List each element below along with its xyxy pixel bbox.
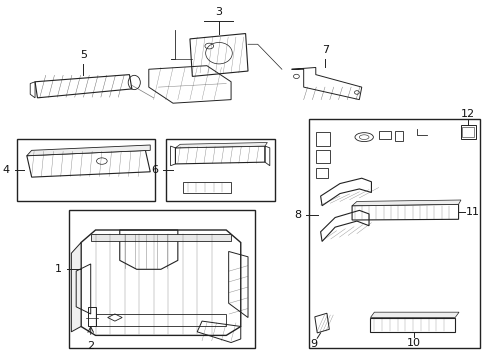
- Text: 8: 8: [294, 210, 301, 220]
- Text: 10: 10: [406, 338, 420, 348]
- Text: 1: 1: [55, 264, 61, 274]
- Bar: [17, 139, 155, 202]
- Text: 2: 2: [87, 342, 94, 351]
- Bar: [315, 168, 327, 178]
- Bar: [165, 139, 274, 202]
- Polygon shape: [370, 312, 458, 318]
- Text: 11: 11: [465, 207, 479, 217]
- Text: 3: 3: [215, 8, 222, 18]
- Bar: [315, 132, 329, 146]
- Polygon shape: [351, 200, 460, 206]
- Text: 7: 7: [321, 45, 328, 55]
- Bar: [462, 127, 472, 137]
- Text: 9: 9: [310, 339, 317, 349]
- Polygon shape: [27, 145, 150, 156]
- Text: 12: 12: [460, 109, 474, 119]
- Bar: [315, 150, 329, 163]
- Bar: [378, 131, 390, 139]
- Bar: [460, 125, 474, 139]
- Bar: [69, 210, 255, 348]
- Bar: [394, 131, 403, 141]
- Bar: [308, 119, 479, 348]
- Polygon shape: [91, 234, 231, 241]
- Polygon shape: [71, 243, 81, 332]
- Text: 5: 5: [80, 50, 87, 60]
- Polygon shape: [175, 143, 267, 148]
- Text: 6: 6: [151, 165, 158, 175]
- Text: 4: 4: [3, 165, 10, 175]
